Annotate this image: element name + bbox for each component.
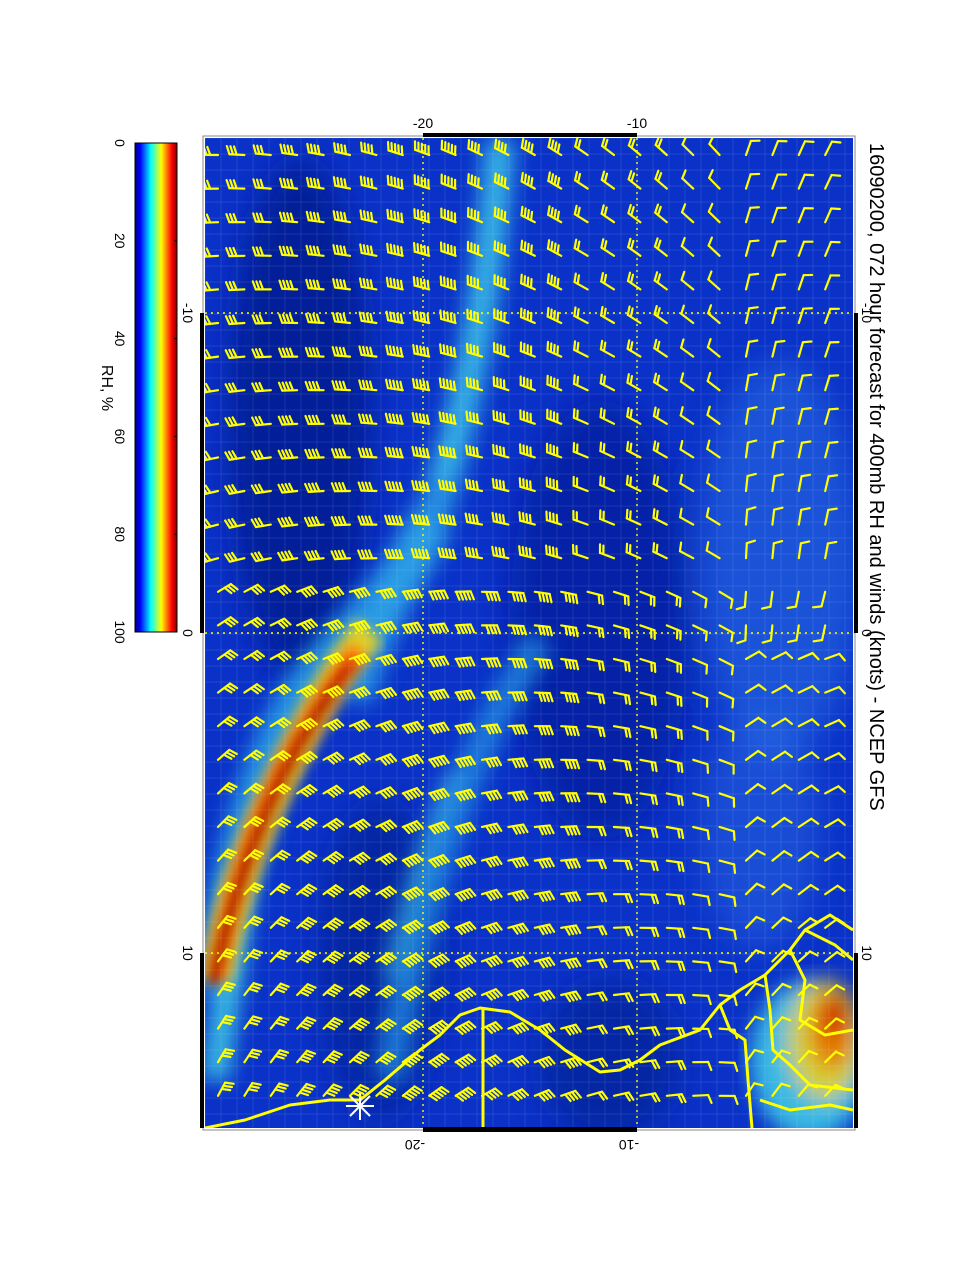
label-bottom-2: -10	[619, 1137, 639, 1153]
label-right-2: 0	[859, 629, 875, 637]
label-top-2: -10	[627, 115, 647, 131]
map-panel	[199, 133, 870, 1140]
label-right-3: 10	[859, 945, 875, 961]
rh-field	[199, 136, 870, 1140]
colorbar-tick-label: 40	[112, 331, 128, 347]
label-bottom-1: -20	[405, 1137, 425, 1153]
colorbar-tick-label: 0	[112, 139, 128, 147]
grid-labels-bottom: -20 -10	[405, 1137, 639, 1153]
map-title: 16090200, 072 hour forecast for 400mb RH…	[865, 143, 887, 811]
colorbar-tick-label: 80	[112, 526, 128, 542]
label-left-2: 0	[180, 629, 196, 637]
label-left-1: -10	[180, 303, 196, 323]
colorbar-tick-label: 100	[112, 620, 128, 644]
label-top-1: -20	[413, 115, 433, 131]
colorbar-tick-label: 60	[112, 429, 128, 445]
grid-labels-top: -20 -10	[413, 115, 647, 131]
colorbar-tick-label: 20	[112, 233, 128, 249]
colorbar-gradient	[135, 143, 177, 632]
label-right-1: -10	[859, 303, 875, 323]
grid-labels-left: -10 0 10	[180, 303, 196, 961]
colorbar-label: RH, %	[98, 365, 115, 411]
label-left-3: 10	[180, 945, 196, 961]
colorbar: 0 20 40 60 80 100 RH, %	[98, 139, 177, 644]
